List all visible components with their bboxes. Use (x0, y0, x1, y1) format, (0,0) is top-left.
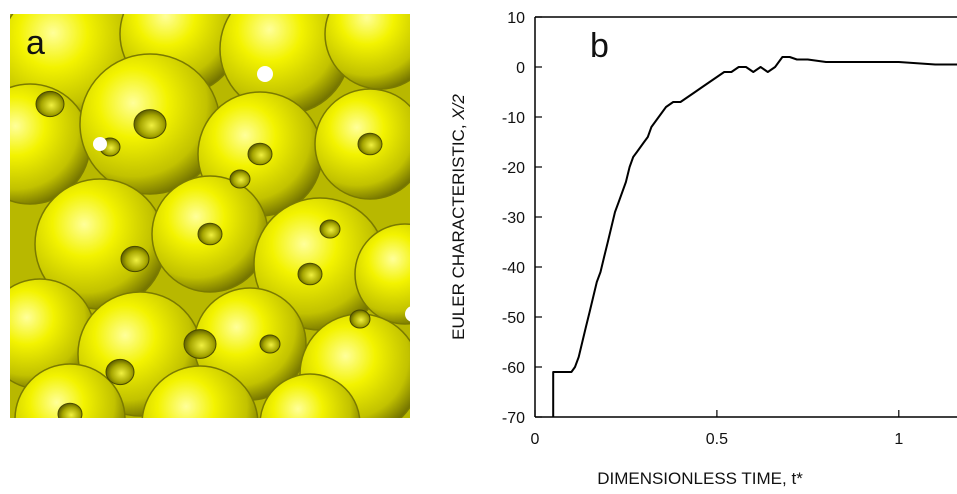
sphere-hole (197, 222, 223, 246)
y-tick-label: -10 (502, 110, 525, 127)
sphere-hole (319, 219, 341, 239)
y-tick-label: -70 (502, 410, 525, 427)
sphere-hole (133, 109, 167, 139)
sphere-render-image (10, 14, 410, 418)
sphere-render-svg (10, 14, 410, 418)
sphere-hole (349, 309, 371, 329)
series-line (552, 56, 957, 417)
y-tick-label: -30 (502, 210, 525, 227)
sphere-hole (357, 132, 383, 156)
y-tick-label: 10 (507, 10, 525, 27)
sphere-shape (259, 373, 361, 418)
y-tick-label: -60 (502, 360, 525, 377)
sphere-gap (257, 66, 273, 82)
sphere-hole (229, 169, 251, 189)
sphere-shape (141, 365, 259, 418)
sphere-hole (297, 262, 323, 286)
y-axis-label-text: EULER CHARACTERISTIC, (449, 120, 468, 340)
sphere-hole (120, 245, 150, 273)
sphere-gap (405, 306, 410, 322)
panel-label-a: a (26, 24, 45, 62)
y-tick-label: 0 (516, 60, 525, 77)
y-axis-label-symbol: X/2 (449, 94, 468, 121)
sphere-gap (93, 137, 107, 151)
x-tick-label: 0.5 (706, 431, 728, 448)
chart-ticks: 10 0 -10 -20 -30 -40 -50 -60 -70 0 0.5 1 (502, 10, 903, 448)
sphere-shape (354, 223, 410, 325)
x-tick-label: 0 (531, 431, 540, 448)
panel-label-b: b (590, 27, 609, 65)
sphere-hole (259, 334, 281, 354)
sphere-hole (57, 402, 83, 418)
chart-axes (534, 16, 957, 418)
y-tick-label: -40 (502, 260, 525, 277)
y-tick-label: -20 (502, 160, 525, 177)
sphere-shape (324, 14, 410, 90)
y-axis-label: EULER CHARACTERISTIC, X/2 (449, 94, 468, 340)
chart-series (552, 56, 957, 417)
x-tick-label: 1 (894, 431, 903, 448)
sphere-hole (247, 142, 273, 166)
sphere-hole (35, 90, 65, 118)
sphere-shape (14, 363, 126, 418)
y-tick-label: -50 (502, 310, 525, 327)
sphere-hole (105, 358, 135, 386)
x-axis-label: DIMENSIONLESS TIME, t* (597, 469, 803, 488)
euler-characteristic-chart: 10 0 -10 -20 -30 -40 -50 -60 -70 0 0.5 1 b DIMENSIO… (449, 10, 957, 488)
sphere-hole (183, 329, 217, 359)
